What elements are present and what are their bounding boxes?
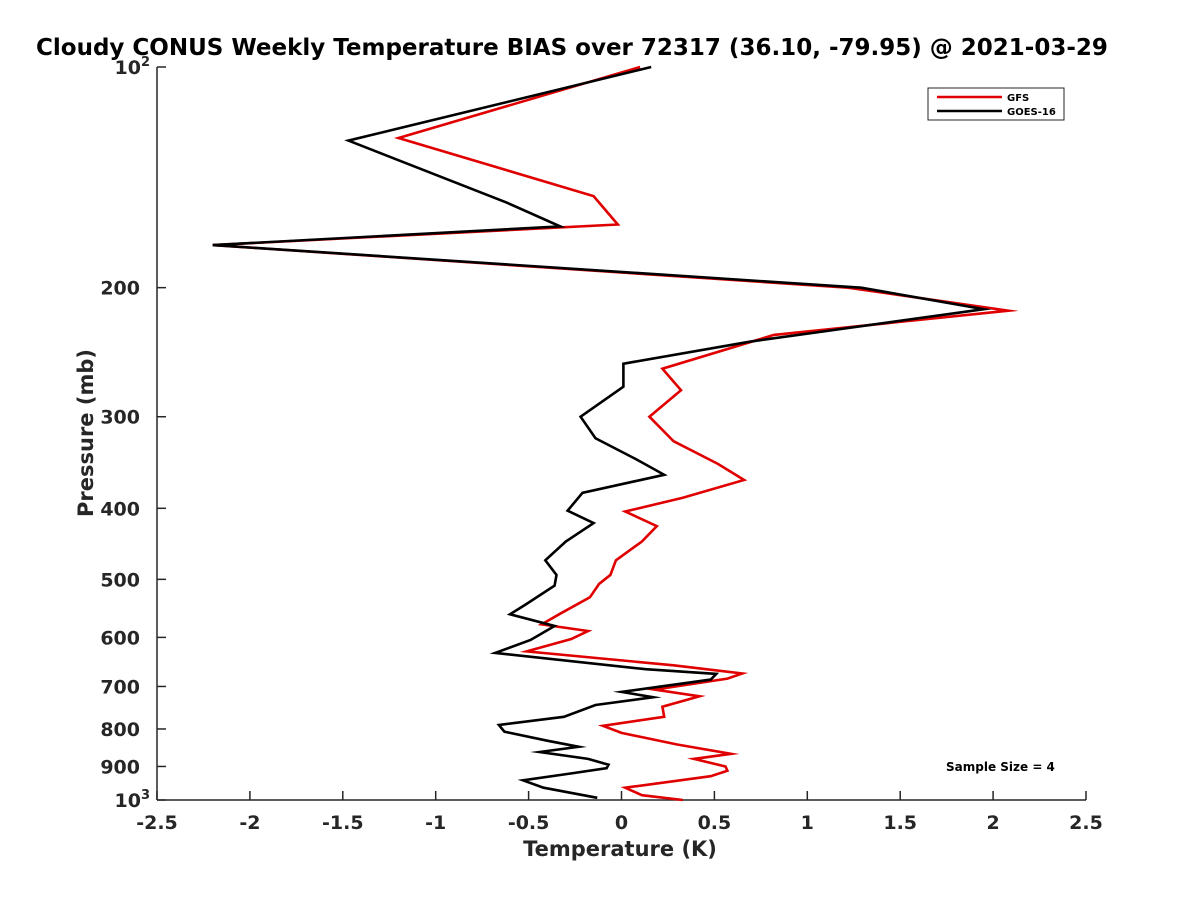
legend: GFS GOES-16 [927,87,1065,121]
chart-title: Cloudy CONUS Weekly Temperature BIAS ove… [36,35,1108,61]
y-tick-label: 700 [100,676,140,698]
y-tick-label: 200 [100,278,140,300]
x-axis-label: Temperature (K) [523,837,717,861]
x-tick-label: -0.5 [508,812,550,834]
plot-lines [212,65,1019,802]
legend-label-gfs: GFS [1007,93,1029,104]
x-tick-label: 1.5 [883,812,917,834]
sample-size-annotation: Sample Size = 4 [946,760,1055,774]
y-tick-label: 500 [100,569,140,591]
x-tick-label: -1.5 [322,812,364,834]
y-tick-label: 300 [100,407,140,429]
x-tick-label: 0.5 [698,812,732,834]
x-tick-label: 1 [801,812,814,834]
x-ticks: -2.5 -2 -1.5 -1 -0.5 0 0.5 1 1.5 2 2.5 [136,791,1103,834]
x-tick-label: -1 [425,812,446,834]
legend-box [927,87,1065,121]
x-tick-label: -2.5 [136,812,178,834]
y-tick-label: 600 [100,627,140,649]
x-tick-label: 2.5 [1069,812,1103,834]
legend-label-goes16: GOES-16 [1007,107,1056,118]
y-tick-label: 900 [100,756,140,778]
x-tick-label: 0 [615,812,628,834]
y-axis-label: Pressure (mb) [74,349,98,517]
x-tick-label: -2 [239,812,260,834]
y-tick-label: 400 [100,498,140,520]
series-line-goes16 [212,65,993,800]
series-line-gfs [212,65,1019,802]
y-tick-label: 800 [100,719,140,741]
x-tick-label: 2 [986,812,999,834]
